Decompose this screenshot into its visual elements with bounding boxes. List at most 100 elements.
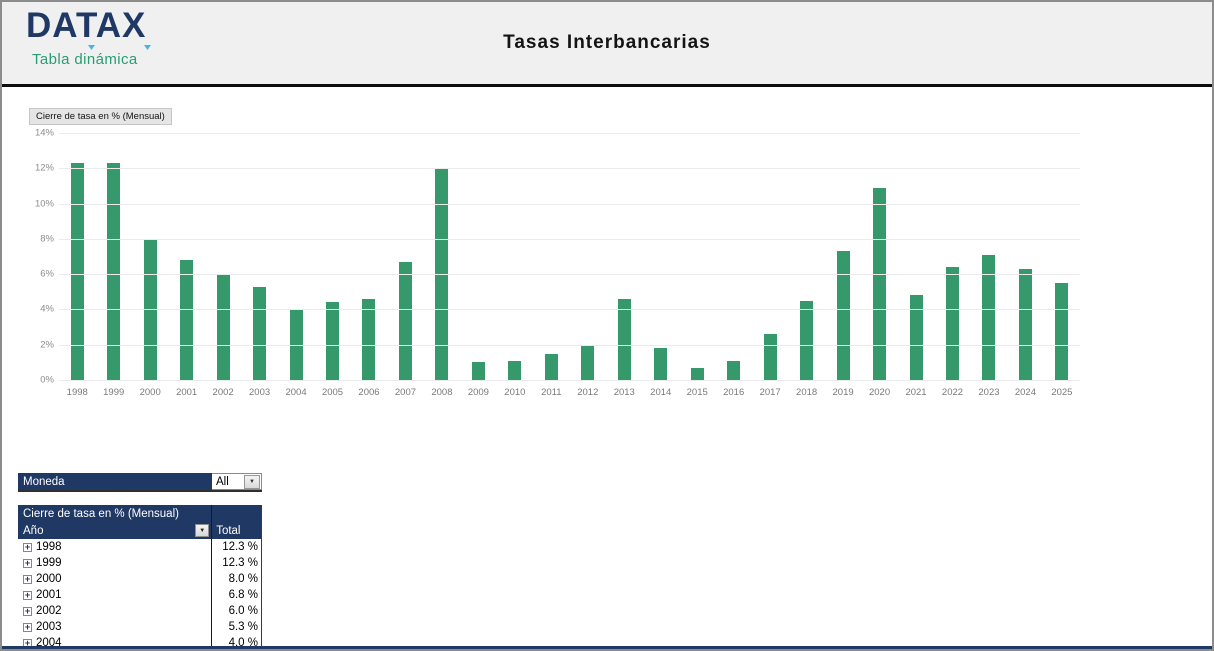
bar-slot: [132, 133, 168, 380]
bar-2002: [216, 274, 230, 380]
bar-2018: [800, 300, 814, 380]
bar-2019: [836, 251, 850, 380]
bar-slot: [788, 133, 824, 380]
bar-2001: [180, 260, 194, 380]
bar-2005: [326, 302, 340, 380]
bar-slot: [679, 133, 715, 380]
bar-slot: [1044, 133, 1080, 380]
y-axis-tick-label: 12%: [34, 162, 54, 174]
gridline: [59, 309, 1080, 311]
bar-slot: [752, 133, 788, 380]
page-title: Tasas Interbancarias: [503, 32, 711, 53]
expand-icon[interactable]: +: [23, 605, 32, 616]
moneda-dropdown-button[interactable]: ▼: [244, 475, 260, 489]
expand-icon[interactable]: +: [23, 573, 32, 584]
bar-slot: [168, 133, 204, 380]
row-field-label: Año: [23, 524, 44, 537]
bar-slot: [570, 133, 606, 380]
chart-field-button[interactable]: Cierre de tasa en % (Mensual): [29, 108, 172, 125]
bar-slot: [861, 133, 897, 380]
x-axis-tick-label: 2002: [212, 387, 234, 398]
year-cell: +1999: [18, 555, 211, 571]
x-axis-tick-label: 2004: [285, 387, 307, 398]
x-axis-tick-label: 2013: [613, 387, 635, 398]
chevron-down-icon: ▼: [249, 479, 255, 485]
bar-slot: [278, 133, 314, 380]
bar-2010: [508, 360, 522, 380]
y-axis-tick-label: 6%: [40, 268, 54, 280]
x-axis-tick-label: 2016: [723, 387, 745, 398]
y-axis-tick-label: 2%: [40, 339, 54, 351]
gridline: [59, 274, 1080, 276]
pivot-field-row: Año ▼ Total: [18, 522, 261, 539]
bar-slot: [497, 133, 533, 380]
pivot-table: Cierre de tasa en % (Mensual) Año ▼ Tota…: [18, 505, 262, 649]
bar-2011: [544, 353, 558, 380]
bar-2024: [1018, 268, 1032, 380]
bar-2015: [690, 367, 704, 380]
bar-slot: [424, 133, 460, 380]
x-axis-tick-label: 2014: [650, 387, 672, 398]
bar-slot: [934, 133, 970, 380]
x-axis-tick-label: 2001: [176, 387, 198, 398]
x-axis-tick-label: 2022: [941, 387, 964, 398]
x-axis-tick-label: 2012: [577, 387, 599, 398]
gridline: [59, 380, 1080, 381]
table-row: +2000 8.0 %: [18, 571, 261, 587]
logo: DATAX Tabla dinámica: [26, 7, 151, 68]
x-axis-tick-label: 1999: [103, 387, 125, 398]
moneda-filter-label: Moneda: [18, 473, 212, 490]
year-cell: +2000: [18, 571, 211, 587]
x-axis-tick-label: 2010: [504, 387, 526, 398]
bar-1998: [70, 163, 84, 380]
y-axis-tick-label: 4%: [40, 303, 54, 315]
x-axis: 1998 1999 2000 2001 2002 2003 2004 2005 2006 2007…: [59, 387, 1080, 398]
total-value: 8.0 %: [211, 571, 261, 587]
bar-slot: [533, 133, 569, 380]
y-axis-tick-label: 8%: [40, 233, 54, 245]
expand-icon[interactable]: +: [23, 621, 32, 632]
total-value: 6.0 %: [211, 603, 261, 619]
year-label: 2002: [36, 605, 62, 617]
logo-accent-icon: [144, 45, 151, 50]
total-header-cell: Total: [211, 522, 261, 539]
pivot-rows: +1998 12.3 % +1999 12.3 % +2000 8.0 % +2001 6.8…: [18, 539, 261, 649]
year-cell: +2001: [18, 587, 211, 603]
pivot-title-cell: Cierre de tasa en % (Mensual): [23, 507, 179, 520]
gridline: [59, 203, 1080, 205]
year-label: 2000: [36, 573, 62, 585]
bar-slot: [460, 133, 496, 380]
bar-slot: [59, 133, 95, 380]
bar-2025: [1055, 282, 1069, 380]
bar-2014: [654, 348, 668, 380]
bar-slot: [898, 133, 934, 380]
moneda-filter-value[interactable]: All ▼: [212, 473, 262, 490]
bar-slot: [971, 133, 1007, 380]
x-axis-tick-label: 2025: [1051, 387, 1073, 398]
ano-filter-dropdown-button[interactable]: ▼: [195, 524, 210, 537]
bar-2020: [873, 187, 887, 380]
table-row: +2003 5.3 %: [18, 619, 261, 635]
bar-2013: [617, 298, 631, 380]
x-axis-tick-label: 2024: [1014, 387, 1036, 398]
gridline: [59, 168, 1080, 170]
expand-icon[interactable]: +: [23, 541, 32, 552]
y-axis-tick-label: 14%: [34, 127, 54, 139]
bar-2023: [982, 254, 996, 380]
bar-slot: [314, 133, 350, 380]
expand-icon[interactable]: +: [23, 557, 32, 568]
x-axis-tick-label: 2007: [394, 387, 417, 398]
x-axis-tick-label: 2011: [541, 387, 562, 398]
chevron-down-icon: ▼: [199, 527, 206, 534]
total-value: 12.3 %: [211, 555, 261, 571]
x-axis-tick-label: 2000: [139, 387, 161, 398]
x-axis-tick-label: 2003: [249, 387, 271, 398]
bars-container: [59, 133, 1080, 380]
x-axis-tick-label: 2005: [321, 387, 344, 398]
bar-chart-plot: [59, 133, 1080, 381]
year-cell: +2002: [18, 603, 211, 619]
y-axis-tick-label: 10%: [34, 198, 54, 210]
bar-slot: [241, 133, 277, 380]
row-field-cell: Año ▼: [18, 522, 211, 539]
expand-icon[interactable]: +: [23, 589, 32, 600]
